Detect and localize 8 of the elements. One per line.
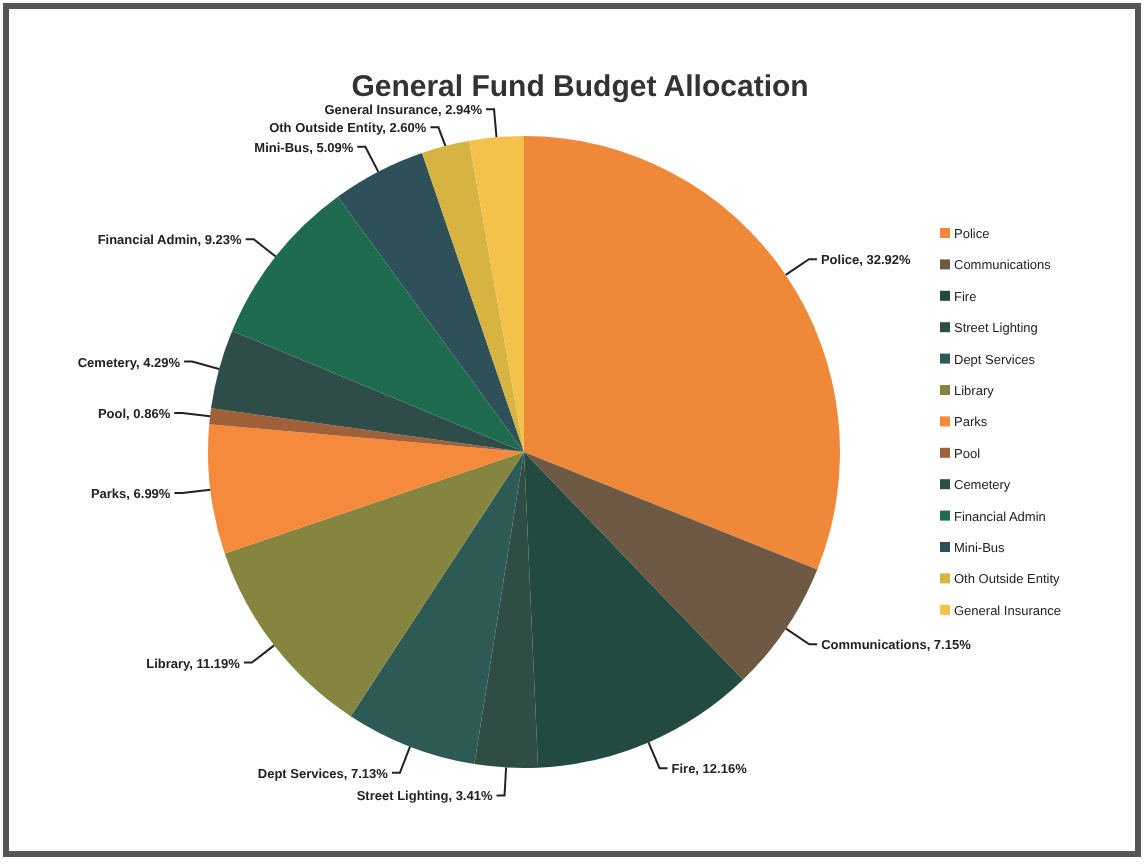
pie-slice <box>209 408 524 452</box>
pie-slice <box>211 330 524 452</box>
pie-slice <box>337 152 524 452</box>
pie-slice <box>469 136 524 452</box>
pie-slice <box>350 452 524 765</box>
pie-slice <box>524 452 818 680</box>
pie-slice <box>422 140 524 452</box>
chart-title: General Fund Budget Allocation <box>351 70 809 104</box>
